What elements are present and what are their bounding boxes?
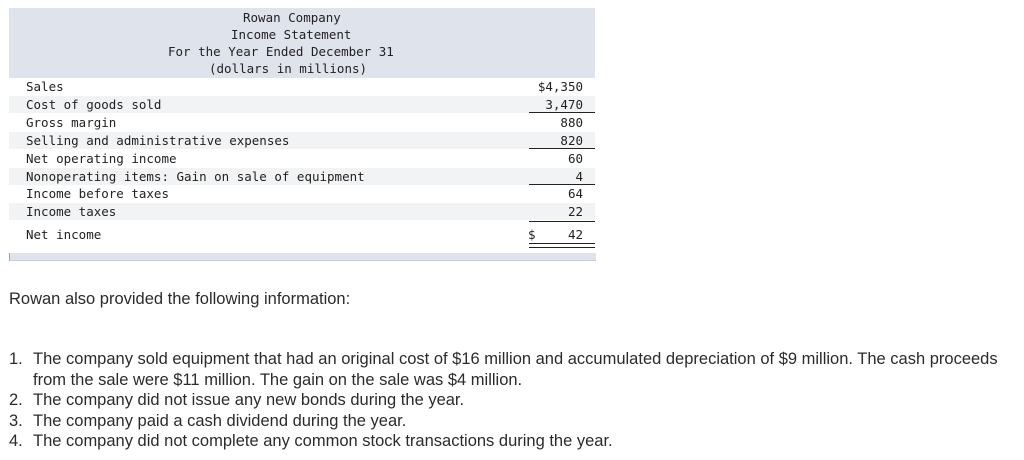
row-gross-margin: Gross margin 880: [26, 115, 583, 130]
statement-title: Income Statement: [231, 27, 352, 42]
subtotal-rule: [529, 148, 595, 149]
subtotal-rule: [529, 112, 595, 113]
total-double-rule: [529, 243, 595, 248]
subtotal-rule: [529, 221, 595, 222]
intro-text: Rowan also provided the following inform…: [9, 290, 351, 308]
row-nonoperating-items: Nonoperating items: Gain on sale of equi…: [9, 168, 595, 185]
list-item: 2. The company did not issue any new bon…: [9, 391, 465, 409]
list-item: 1. The company sold equipment that had a…: [9, 350, 998, 389]
company-name: Rowan Company: [243, 10, 341, 25]
row-sales: Sales $4,350: [26, 79, 583, 94]
row-net-income: Net income $ 42: [9, 226, 595, 248]
income-statement-table: Rowan Company Income Statement For the Y…: [9, 8, 595, 248]
net-income-currency: $: [528, 227, 536, 242]
info-list: 1. The company sold equipment that had a…: [9, 349, 1019, 452]
row-income-taxes: Income taxes 22: [9, 203, 595, 222]
statement-header: Rowan Company Income Statement For the Y…: [9, 8, 595, 78]
row-selling-admin-expenses: Selling and administrative expenses 820: [9, 132, 595, 149]
list-item: 4. The company did not complete any comm…: [9, 432, 613, 450]
subtotal-rule: [529, 184, 595, 185]
row-income-before-taxes: Income before taxes 64: [26, 186, 583, 201]
row-cost-of-goods-sold: Cost of goods sold 3,470: [9, 96, 595, 113]
statement-period: For the Year Ended December 31: [168, 44, 394, 59]
list-item: 3. The company paid a cash dividend duri…: [9, 411, 407, 430]
row-net-operating-income: Net operating income 60: [26, 151, 583, 166]
table-footer-bar: [9, 253, 596, 261]
statement-units: (dollars in millions): [209, 61, 368, 76]
